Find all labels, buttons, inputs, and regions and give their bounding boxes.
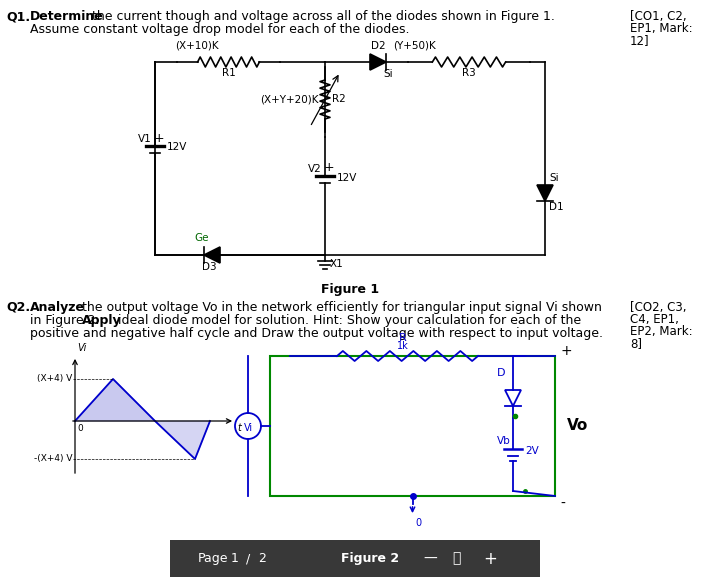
Text: (Y+50)K: (Y+50)K <box>393 41 436 51</box>
Text: D: D <box>497 368 505 378</box>
Text: V2: V2 <box>308 164 322 174</box>
Text: (X+4) V: (X+4) V <box>37 374 72 384</box>
Text: D3: D3 <box>202 262 217 272</box>
Text: the output voltage Vo in the network efficiently for triangular input signal Vi : the output voltage Vo in the network eff… <box>78 301 602 314</box>
Text: Si: Si <box>383 69 392 79</box>
Text: 2V: 2V <box>525 445 538 455</box>
Text: 8]: 8] <box>630 337 642 350</box>
Text: 0: 0 <box>77 424 83 433</box>
Text: -: - <box>560 497 565 511</box>
Text: EP2, Mark:: EP2, Mark: <box>630 325 692 338</box>
Text: D2: D2 <box>370 41 385 51</box>
Text: /: / <box>246 552 250 565</box>
Text: +: + <box>154 132 165 145</box>
Text: (X+10)K: (X+10)K <box>175 41 219 51</box>
Polygon shape <box>370 54 386 70</box>
Text: Assume constant voltage drop model for each of the diodes.: Assume constant voltage drop model for e… <box>30 23 410 36</box>
Text: [CO1, C2,: [CO1, C2, <box>630 10 687 23</box>
Text: 0: 0 <box>415 518 422 528</box>
Text: 🔍: 🔍 <box>452 552 460 565</box>
Text: positive and negative half cycle and Draw the output voltage with respect to inp: positive and negative half cycle and Dra… <box>30 327 603 340</box>
Text: +: + <box>560 344 572 358</box>
Text: R3: R3 <box>462 68 476 78</box>
Text: Vo: Vo <box>567 418 588 433</box>
Text: R2: R2 <box>332 95 346 104</box>
Text: 12]: 12] <box>630 34 650 47</box>
Polygon shape <box>537 185 553 201</box>
Text: X1: X1 <box>330 259 344 269</box>
Bar <box>270 356 555 496</box>
Text: Figure 1: Figure 1 <box>321 283 379 296</box>
Text: R1: R1 <box>221 68 236 78</box>
Text: 1k: 1k <box>396 341 408 351</box>
Text: 1: 1 <box>231 552 239 565</box>
Text: Determine: Determine <box>30 10 104 23</box>
Text: 2: 2 <box>258 552 266 565</box>
Text: Apply: Apply <box>82 314 122 327</box>
Text: +: + <box>324 162 335 174</box>
Text: 12V: 12V <box>167 143 188 152</box>
Text: Vi: Vi <box>77 343 86 353</box>
Text: 12V: 12V <box>337 173 357 183</box>
Text: D1: D1 <box>549 202 564 212</box>
Text: -(X+4) V: -(X+4) V <box>34 455 72 463</box>
Text: +: + <box>483 549 497 568</box>
Text: (X+Y+20)K: (X+Y+20)K <box>261 95 319 104</box>
Polygon shape <box>204 247 220 263</box>
Text: Q1.: Q1. <box>6 10 30 23</box>
Text: Page: Page <box>198 552 228 565</box>
Bar <box>170 540 540 577</box>
Text: [CO2, C3,: [CO2, C3, <box>630 301 687 314</box>
Text: R: R <box>399 333 406 343</box>
Polygon shape <box>155 421 210 459</box>
Text: Si: Si <box>549 173 559 183</box>
Text: V1: V1 <box>138 134 152 144</box>
Text: in Figure 2.: in Figure 2. <box>30 314 103 327</box>
Text: Ge: Ge <box>195 233 209 243</box>
Text: Q2.: Q2. <box>6 301 30 314</box>
Text: Analyze: Analyze <box>30 301 85 314</box>
Text: Figure 2: Figure 2 <box>341 552 399 565</box>
Text: EP1, Mark:: EP1, Mark: <box>630 22 692 35</box>
Text: ideal diode model for solution. Hint: Show your calculation for each of the: ideal diode model for solution. Hint: Sh… <box>114 314 581 327</box>
Text: C4, EP1,: C4, EP1, <box>630 313 679 326</box>
Text: Vi: Vi <box>243 423 252 433</box>
Polygon shape <box>75 379 155 421</box>
Text: —: — <box>423 552 437 565</box>
Text: t: t <box>237 423 241 433</box>
Text: the current though and voltage across all of the diodes shown in Figure 1.: the current though and voltage across al… <box>88 10 555 23</box>
Text: Vb: Vb <box>497 436 511 445</box>
